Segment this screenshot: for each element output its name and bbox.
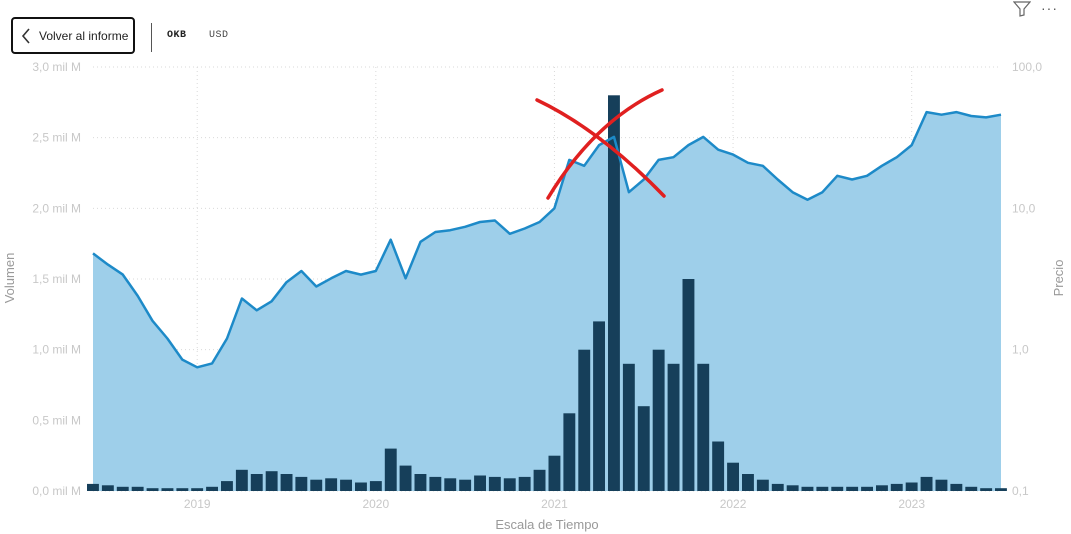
volume-bar (488, 476, 501, 491)
volume-bar (667, 363, 680, 491)
volume-bar (355, 482, 367, 491)
back-to-report-button[interactable]: Volver al informe (11, 17, 135, 54)
more-options-icon[interactable]: ··· (1041, 0, 1058, 16)
volume-bar (444, 478, 457, 491)
chevron-left-icon (13, 19, 39, 52)
volume-bar (191, 488, 204, 491)
volume-bar (206, 486, 218, 491)
volume-bar (756, 479, 769, 491)
volume-bar (816, 486, 829, 491)
volume-bar (429, 476, 442, 491)
volume-bar (876, 485, 888, 491)
price-area (93, 112, 1001, 491)
volume-bar (935, 479, 948, 491)
x-tick-label: 2022 (720, 497, 747, 511)
volume-bar (652, 349, 665, 491)
y-right-tick-label: 1,0 (1012, 343, 1029, 357)
volume-bar (890, 483, 903, 491)
volume-bar (801, 486, 814, 491)
volume-bar (712, 441, 725, 491)
volume-bar (503, 478, 516, 491)
header-divider (151, 23, 152, 52)
volume-bar (742, 474, 754, 491)
y-right-axis-title: Precio (1051, 260, 1066, 297)
volume-bar (310, 479, 323, 491)
volume-bar (146, 488, 159, 491)
y-left-axis-title: Volumen (2, 253, 17, 304)
volume-bar (950, 483, 963, 491)
ticker-label: OKB (167, 30, 187, 41)
volume-bar (250, 474, 263, 491)
x-tick-label: 2021 (541, 497, 568, 511)
volume-bar (563, 413, 576, 491)
volume-bar (771, 483, 784, 491)
y-left-tick-label: 2,5 mil M (32, 131, 81, 145)
volume-bar (235, 469, 248, 491)
volume-bar (697, 363, 710, 491)
x-tick-label: 2023 (898, 497, 925, 511)
volume-bar (578, 349, 591, 491)
volume-bar (399, 465, 412, 491)
volume-bar (369, 481, 382, 491)
volume-bar (831, 486, 844, 491)
x-tick-label: 2020 (362, 497, 389, 511)
y-right-tick-label: 10,0 (1012, 201, 1036, 215)
x-tick-label: 2019 (184, 497, 211, 511)
y-left-tick-label: 3,0 mil M (32, 60, 81, 74)
volume-bar (637, 406, 650, 491)
volume-bar (340, 479, 352, 491)
volume-bar (384, 448, 397, 491)
volume-bar (116, 486, 129, 491)
y-left-tick-label: 0,5 mil M (32, 413, 81, 427)
volume-bar (548, 455, 561, 491)
currency-label: USD (209, 30, 229, 41)
volume-bar (846, 486, 859, 491)
volume-bar (265, 471, 278, 491)
volume-bar (727, 462, 739, 491)
price-line (92, 110, 1002, 369)
volume-bar (131, 486, 144, 491)
annotation-stroke-1 (535, 98, 666, 198)
volume-bar (176, 488, 189, 491)
y-left-tick-label: 2,0 mil M (32, 201, 81, 215)
volume-bar (161, 488, 174, 491)
volume-bar (786, 485, 799, 491)
volume-bar (87, 483, 99, 491)
volume-bar (682, 279, 695, 491)
volume-bar (905, 482, 918, 491)
volume-bar (622, 363, 635, 491)
y-right-tick-label: 0,1 (1012, 484, 1029, 498)
volume-bar (459, 479, 472, 491)
red-x-annotation (535, 88, 666, 200)
volume-bar (965, 486, 978, 491)
volume-bar (518, 476, 531, 491)
filter-icon[interactable] (1012, 1, 1032, 17)
volume-bar (221, 481, 233, 491)
y-left-tick-label: 0,0 mil M (32, 484, 81, 498)
volume-bar (325, 478, 338, 491)
volume-bar (861, 486, 873, 491)
volume-bar (920, 476, 933, 491)
y-left-tick-label: 1,0 mil M (32, 343, 81, 357)
volume-bar (101, 485, 114, 491)
volume-bar (980, 488, 993, 491)
volume-bar (593, 321, 605, 491)
volume-bar (280, 474, 293, 491)
volume-bar (474, 475, 486, 491)
y-left-tick-label: 1,5 mil M (32, 272, 81, 286)
back-button-label: Volver al informe (39, 28, 129, 43)
volume-bar (608, 95, 620, 492)
top-bar: Volver al informe OKB USD ··· (0, 0, 1071, 60)
x-axis-title: Escala de Tiempo (495, 517, 598, 532)
volume-bar (995, 488, 1007, 491)
visual-header-icons: ··· (1011, 0, 1071, 20)
volume-bar (295, 476, 308, 491)
y-right-tick-label: 100,0 (1012, 60, 1042, 74)
annotation-stroke-2 (546, 88, 664, 200)
volume-bar (414, 474, 427, 491)
volume-bar (533, 469, 546, 491)
